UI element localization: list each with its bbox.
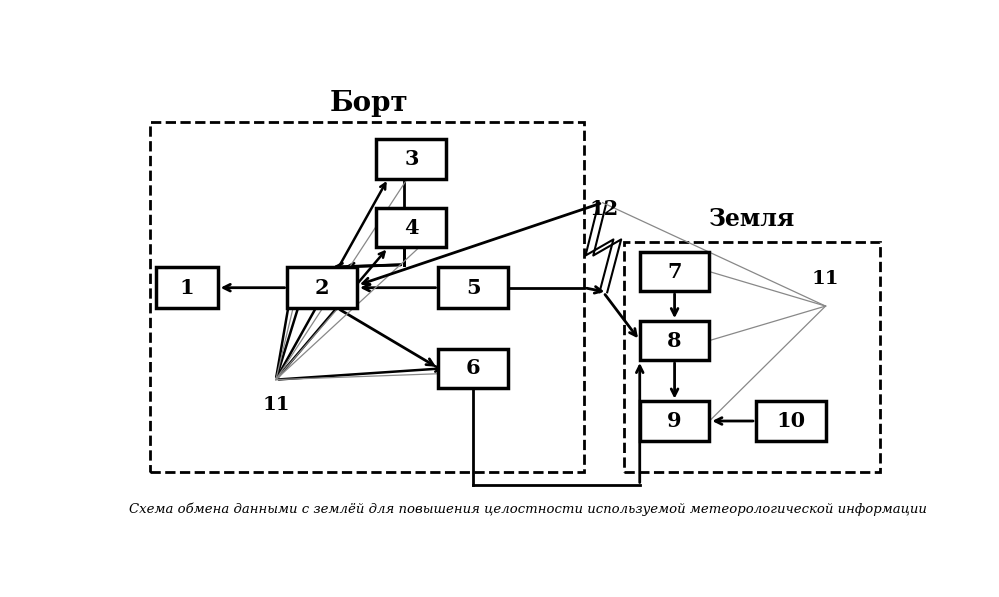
Text: 1: 1 bbox=[180, 278, 194, 298]
Text: 10: 10 bbox=[776, 411, 805, 431]
Text: 11: 11 bbox=[262, 396, 290, 414]
Text: 3: 3 bbox=[404, 149, 419, 169]
Text: 5: 5 bbox=[466, 278, 481, 298]
Bar bbox=[156, 267, 218, 309]
Text: 11: 11 bbox=[812, 270, 839, 288]
Text: Схема обмена данными с землёй для повышения целостности используемой метеорологи: Схема обмена данными с землёй для повыше… bbox=[129, 503, 927, 516]
Bar bbox=[288, 267, 358, 309]
Bar bbox=[756, 401, 825, 441]
Text: 7: 7 bbox=[667, 261, 682, 282]
Bar bbox=[639, 321, 709, 360]
Text: 2: 2 bbox=[315, 278, 330, 298]
Text: 12: 12 bbox=[589, 199, 618, 219]
Bar bbox=[624, 242, 880, 472]
Text: Борт: Борт bbox=[330, 90, 408, 118]
Text: 6: 6 bbox=[466, 358, 481, 378]
Bar bbox=[639, 401, 709, 441]
Text: 8: 8 bbox=[667, 331, 682, 350]
Text: 4: 4 bbox=[404, 218, 419, 238]
Text: Земля: Земля bbox=[709, 207, 795, 231]
Bar bbox=[377, 140, 447, 179]
Bar bbox=[439, 267, 508, 309]
Bar bbox=[377, 208, 447, 248]
Text: 9: 9 bbox=[667, 411, 682, 431]
Bar bbox=[639, 252, 709, 291]
Bar bbox=[439, 349, 508, 387]
Bar bbox=[151, 122, 584, 472]
